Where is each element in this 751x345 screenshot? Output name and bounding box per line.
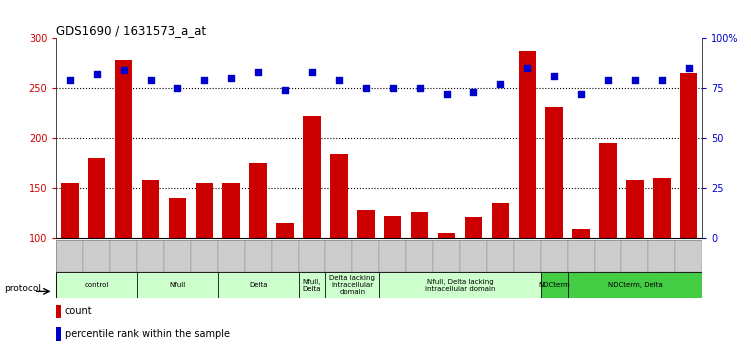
Bar bbox=[272, 240, 299, 272]
Bar bbox=[137, 240, 164, 272]
Bar bbox=[680, 73, 698, 238]
Text: percentile rank within the sample: percentile rank within the sample bbox=[65, 329, 230, 339]
Bar bbox=[218, 240, 245, 272]
Point bbox=[494, 81, 506, 87]
Bar bbox=[492, 203, 509, 238]
Text: GDS1690 / 1631573_a_at: GDS1690 / 1631573_a_at bbox=[56, 24, 207, 37]
Bar bbox=[518, 51, 536, 238]
Point bbox=[656, 77, 668, 83]
Bar bbox=[406, 240, 433, 272]
Point bbox=[467, 89, 479, 95]
Point bbox=[306, 69, 318, 75]
Point bbox=[548, 73, 560, 79]
Text: NDCterm: NDCterm bbox=[538, 282, 570, 288]
Point bbox=[198, 77, 210, 83]
Bar bbox=[56, 327, 62, 341]
Bar bbox=[379, 272, 541, 298]
Bar bbox=[299, 272, 325, 298]
Bar bbox=[303, 116, 321, 238]
Bar bbox=[622, 240, 648, 272]
Bar bbox=[142, 180, 159, 238]
Bar bbox=[325, 272, 379, 298]
Text: NDCterm, Delta: NDCterm, Delta bbox=[608, 282, 662, 288]
Point bbox=[387, 85, 399, 91]
Bar bbox=[675, 240, 702, 272]
Bar bbox=[249, 163, 267, 238]
Point bbox=[252, 69, 264, 75]
Text: count: count bbox=[65, 306, 92, 316]
Point bbox=[441, 91, 453, 97]
Bar bbox=[572, 229, 590, 238]
Bar bbox=[626, 180, 644, 238]
Point bbox=[360, 85, 372, 91]
Bar bbox=[352, 240, 379, 272]
Bar bbox=[83, 240, 110, 272]
Bar bbox=[568, 240, 595, 272]
Bar bbox=[245, 240, 272, 272]
Text: control: control bbox=[85, 282, 109, 288]
Bar bbox=[137, 272, 218, 298]
Bar bbox=[61, 183, 79, 238]
Text: Nfull, Delta lacking
intracellular domain: Nfull, Delta lacking intracellular domai… bbox=[425, 279, 495, 292]
Bar bbox=[115, 60, 132, 238]
Bar bbox=[218, 272, 299, 298]
Bar bbox=[325, 240, 352, 272]
Bar bbox=[648, 240, 675, 272]
Point bbox=[414, 85, 426, 91]
Bar bbox=[222, 183, 240, 238]
Point bbox=[333, 77, 345, 83]
Bar bbox=[599, 143, 617, 238]
Bar bbox=[110, 240, 137, 272]
Bar bbox=[56, 272, 137, 298]
Text: protocol: protocol bbox=[4, 284, 41, 293]
Bar bbox=[653, 178, 671, 238]
Point bbox=[279, 87, 291, 93]
Bar bbox=[56, 240, 83, 272]
Bar bbox=[568, 272, 702, 298]
Bar bbox=[545, 107, 563, 238]
Bar bbox=[487, 240, 514, 272]
Point bbox=[225, 75, 237, 81]
Point bbox=[629, 77, 641, 83]
Text: Nfull: Nfull bbox=[169, 282, 185, 288]
Point bbox=[683, 65, 695, 71]
Bar bbox=[541, 240, 568, 272]
Bar bbox=[541, 272, 568, 298]
Bar bbox=[595, 240, 622, 272]
Point bbox=[118, 67, 130, 73]
Point bbox=[602, 77, 614, 83]
Bar bbox=[191, 240, 218, 272]
Bar bbox=[379, 240, 406, 272]
Text: Delta: Delta bbox=[249, 282, 267, 288]
Bar bbox=[56, 305, 62, 318]
Bar bbox=[164, 240, 191, 272]
Bar bbox=[56, 240, 702, 272]
Bar bbox=[438, 233, 455, 238]
Bar bbox=[384, 216, 402, 238]
Bar bbox=[465, 217, 482, 238]
Bar bbox=[56, 272, 702, 298]
Bar bbox=[195, 183, 213, 238]
Bar bbox=[357, 210, 375, 238]
Bar bbox=[514, 240, 541, 272]
Bar bbox=[169, 198, 186, 238]
Point bbox=[171, 85, 183, 91]
Point bbox=[521, 65, 533, 71]
Point bbox=[64, 77, 76, 83]
Text: Nfull,
Delta: Nfull, Delta bbox=[303, 279, 321, 292]
Bar bbox=[460, 240, 487, 272]
Bar bbox=[276, 223, 294, 238]
Point bbox=[91, 71, 103, 77]
Bar bbox=[433, 240, 460, 272]
Bar bbox=[411, 212, 428, 238]
Bar bbox=[88, 158, 105, 238]
Bar bbox=[330, 154, 348, 238]
Bar bbox=[299, 240, 325, 272]
Text: Delta lacking
intracellular
domain: Delta lacking intracellular domain bbox=[330, 275, 376, 295]
Point bbox=[144, 77, 156, 83]
Point bbox=[575, 91, 587, 97]
